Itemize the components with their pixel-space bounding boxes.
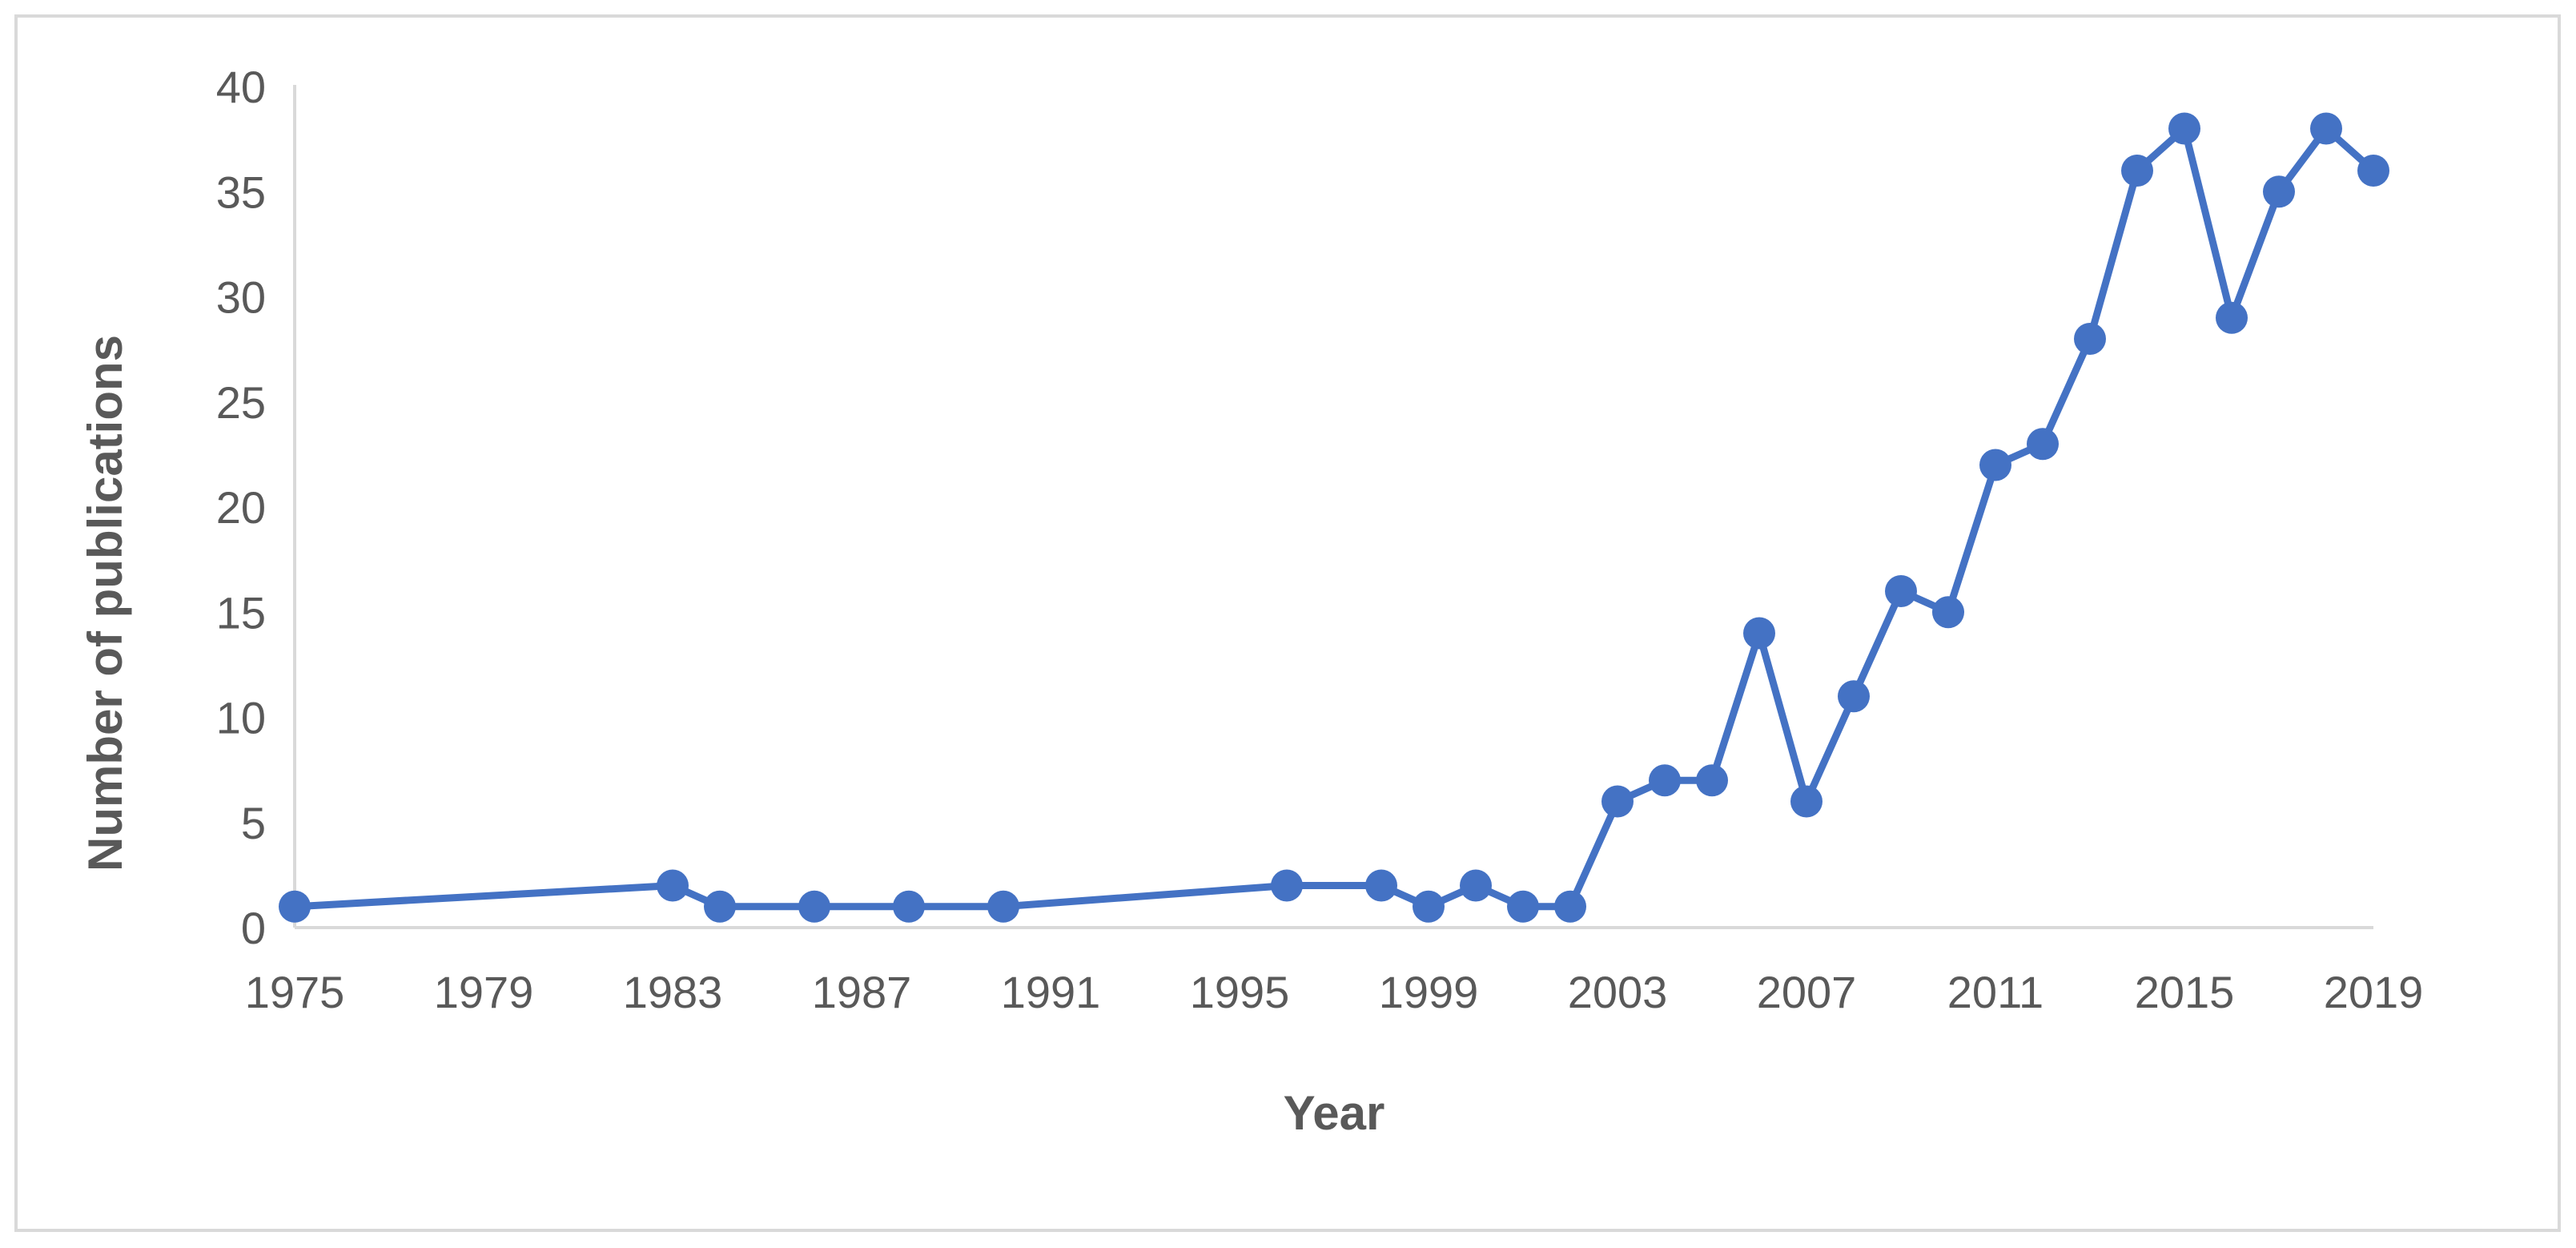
data-point (1696, 764, 1728, 797)
data-point (1932, 596, 1964, 629)
data-point (1838, 680, 1870, 713)
data-point (1601, 785, 1634, 818)
y-tick-label: 20 (216, 482, 266, 533)
tick-labels: 0 5 10 15 20 25 30 35 40 1975 1979 1983 1987 1991 1995… (216, 62, 2424, 1017)
y-tick-label: 35 (216, 167, 266, 217)
x-tick-label: 1995 (1190, 967, 1290, 1017)
data-point (2357, 155, 2389, 187)
data-point (1413, 890, 1445, 923)
data-point (1649, 764, 1681, 797)
data-series (279, 112, 2389, 923)
data-point (1554, 890, 1586, 923)
x-tick-label: 1983 (623, 967, 723, 1017)
data-point (2121, 155, 2153, 187)
x-tick-label: 2019 (2324, 967, 2424, 1017)
data-point (704, 890, 736, 923)
x-tick-label: 1999 (1379, 967, 1479, 1017)
y-tick-label: 5 (241, 798, 266, 848)
y-tick-label: 0 (241, 903, 266, 953)
data-point (2310, 112, 2342, 145)
y-tick-label: 10 (216, 693, 266, 743)
x-axis-title: Year (1284, 1086, 1385, 1140)
x-tick-label: 1987 (812, 967, 912, 1017)
axes (293, 85, 2373, 929)
data-point (279, 890, 311, 923)
y-tick-label: 15 (216, 587, 266, 638)
data-point (1743, 617, 1775, 650)
data-point (987, 890, 1019, 923)
data-point (657, 869, 689, 902)
data-point (1885, 575, 1917, 607)
data-point (1271, 869, 1303, 902)
series-line (291, 125, 2377, 911)
data-point (1979, 449, 2011, 481)
y-tick-label: 40 (216, 62, 266, 112)
data-point (1365, 869, 1397, 902)
y-tick-label: 30 (216, 272, 266, 323)
data-point (1460, 869, 1492, 902)
x-tick-label: 1979 (434, 967, 534, 1017)
publications-line-chart: 0 5 10 15 20 25 30 35 40 1975 1979 1983 1987 1991 1995… (78, 62, 2424, 1140)
data-point (1790, 785, 1822, 818)
y-axis-title: Number of publications (78, 335, 132, 872)
data-point (2263, 175, 2295, 208)
x-tick-label: 1975 (245, 967, 345, 1017)
x-tick-label: 1991 (1001, 967, 1101, 1017)
data-point (798, 890, 830, 923)
data-point (2168, 112, 2200, 145)
x-tick-label: 2007 (1757, 967, 1857, 1017)
x-tick-label: 2011 (1947, 967, 2044, 1017)
data-point (1507, 890, 1539, 923)
data-point (2074, 323, 2106, 355)
x-tick-label: 2003 (1568, 967, 1668, 1017)
chart-frame: 0 5 10 15 20 25 30 35 40 1975 1979 1983 1987 1991 1995… (14, 14, 2561, 1232)
x-tick-label: 2015 (2135, 967, 2235, 1017)
data-point (2027, 428, 2059, 461)
data-point (893, 890, 925, 923)
data-point (2216, 301, 2248, 334)
y-tick-label: 25 (216, 377, 266, 428)
